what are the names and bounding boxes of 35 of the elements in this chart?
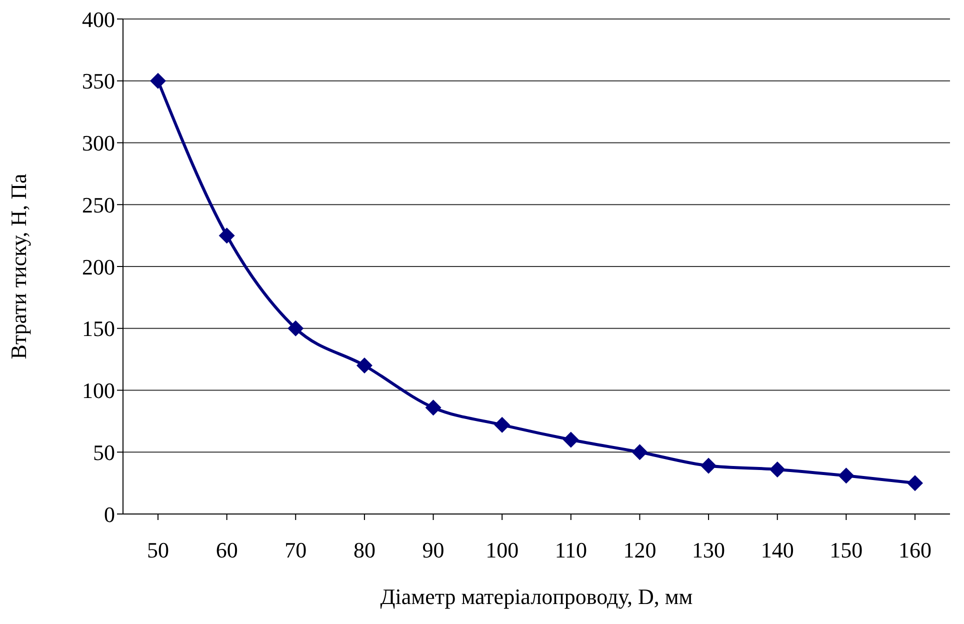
- y-tick-label: 150: [82, 316, 115, 342]
- point: [562, 432, 579, 448]
- x-tick-label: 160: [898, 538, 932, 563]
- x-tick-label: 100: [486, 538, 519, 563]
- point: [769, 461, 786, 478]
- point: [838, 468, 854, 484]
- x-tick-label: 130: [692, 538, 726, 563]
- point: [700, 458, 717, 474]
- y-tick-label: 0: [104, 502, 115, 527]
- point: [632, 444, 648, 460]
- x-tick-label: 60: [216, 538, 238, 563]
- x-axis-title: Діаметр матеріалопроводу, D, мм: [380, 584, 693, 609]
- x-tick-label: 110: [554, 538, 588, 563]
- point: [218, 228, 235, 244]
- x-tick-label: 90: [422, 538, 444, 563]
- x-tick-label: 80: [353, 538, 376, 563]
- y-axis-title: Втрати тиску, H, Па: [6, 174, 31, 360]
- x-tick-label: 120: [623, 538, 656, 563]
- x-tick-label: 50: [147, 538, 169, 563]
- y-tick-label: 300: [82, 130, 115, 156]
- x-tick-label: 140: [760, 538, 794, 563]
- point: [356, 358, 372, 374]
- y-tick-label: 100: [82, 378, 115, 404]
- y-tick-label: 250: [82, 192, 115, 218]
- y-tick-label: 50: [93, 440, 115, 465]
- y-tick-label: 400: [82, 6, 115, 32]
- point: [494, 416, 510, 433]
- y-tick-label: 350: [82, 68, 115, 94]
- x-tick-label: 150: [830, 538, 863, 563]
- point: [288, 320, 304, 336]
- x-tick-label: 70: [284, 538, 307, 563]
- point: [907, 475, 923, 492]
- y-tick-label: 200: [82, 254, 115, 280]
- point: [425, 400, 442, 416]
- point: [150, 72, 166, 89]
